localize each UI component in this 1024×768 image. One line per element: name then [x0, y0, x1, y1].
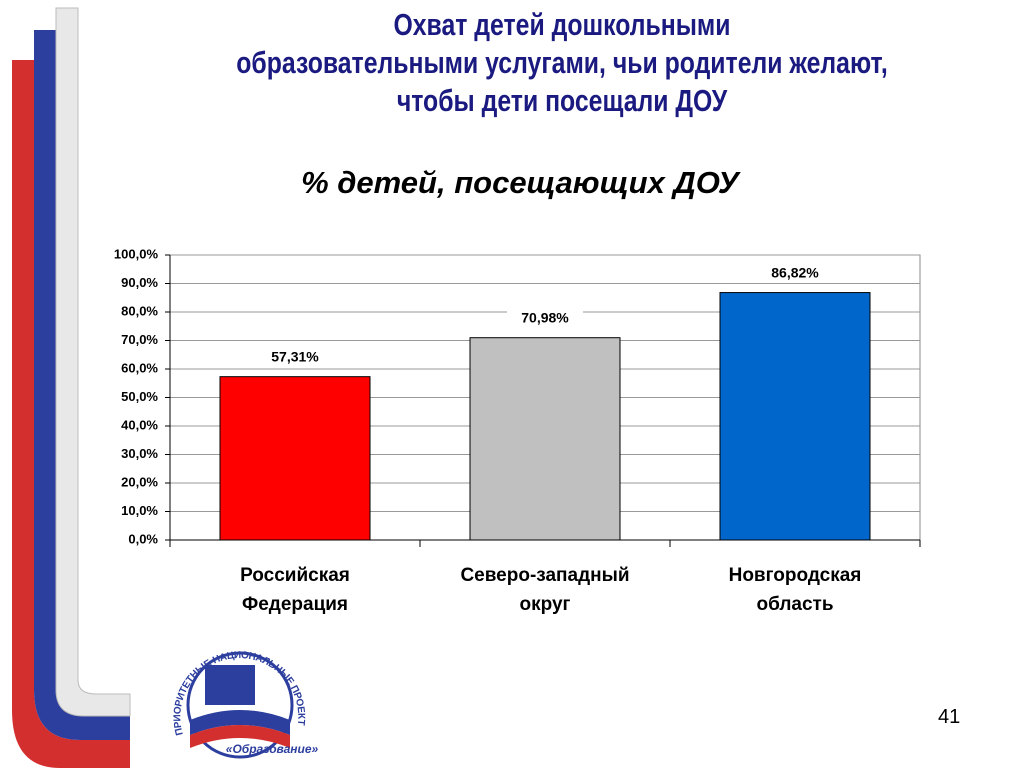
x-tick-label-line: Новгородская — [729, 565, 862, 586]
value-label: 86,82% — [771, 264, 819, 280]
x-tick-label-line: округ — [520, 594, 571, 615]
slide-number: 41 — [938, 706, 961, 728]
y-tick-label: 50,0% — [121, 389, 158, 404]
logo-name: «Образование» — [226, 742, 319, 756]
bar — [719, 292, 871, 541]
y-tick-label: 30,0% — [121, 446, 158, 461]
subtitle: % детей, посещающих ДОУ — [301, 165, 739, 200]
y-tick-label: 70,0% — [121, 332, 158, 347]
value-label-bg — [757, 262, 833, 283]
y-tick-label: 10,0% — [121, 503, 158, 518]
value-label: 70,98% — [521, 309, 569, 325]
y-tick-label: 80,0% — [121, 303, 158, 318]
value-label-bg — [257, 346, 333, 367]
title: Охват детей дошкольными образовательными… — [236, 7, 888, 118]
x-tick-label-line: область — [756, 594, 833, 615]
y-tick-label: 40,0% — [121, 417, 158, 432]
x-tick-label: Северо-западный округ — [460, 565, 629, 615]
y-tick-label: 90,0% — [121, 275, 158, 290]
x-tick-label-line: Северо-западный — [460, 565, 629, 586]
y-tick-label: 100,0% — [114, 246, 159, 261]
y-tick-label: 20,0% — [121, 474, 158, 489]
x-tick-label: Новгородская область — [729, 565, 862, 615]
value-label: 57,31% — [271, 348, 319, 364]
x-tick-label-line: Федерация — [242, 594, 348, 615]
x-tick-label-line: Российская — [240, 565, 350, 586]
y-tick-label: 60,0% — [121, 360, 158, 375]
value-label-bg — [507, 307, 583, 328]
y-tick-label: 0,0% — [128, 531, 158, 546]
x-tick-label: Российская Федерация — [240, 565, 350, 615]
bar — [219, 376, 371, 541]
bar — [469, 337, 621, 541]
